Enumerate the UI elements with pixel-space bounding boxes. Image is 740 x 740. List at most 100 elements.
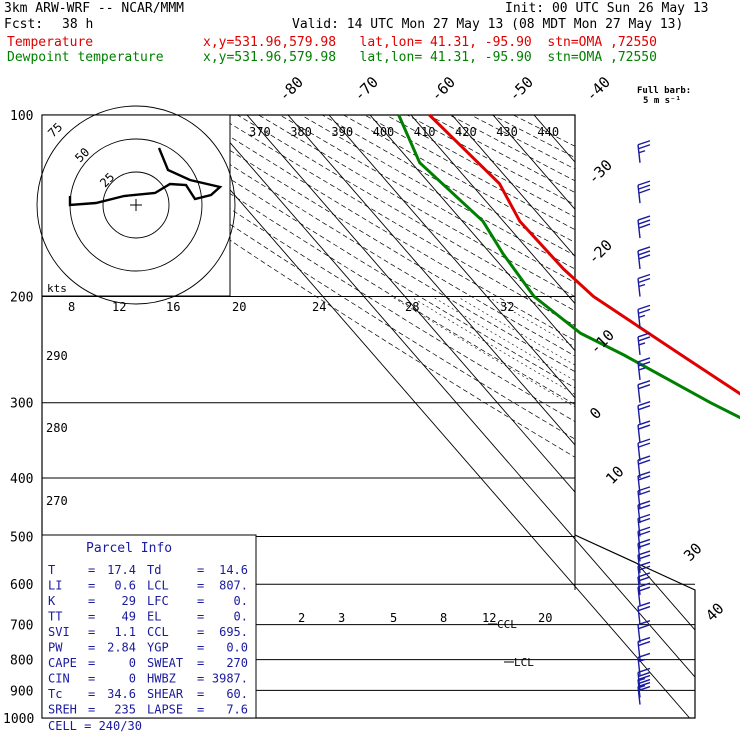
wind-barb bbox=[637, 405, 641, 424]
wind-barb bbox=[637, 384, 641, 403]
wind-barb-flag bbox=[638, 442, 651, 448]
parcel-equals: = bbox=[88, 672, 95, 686]
theta-label: 280 bbox=[46, 421, 68, 435]
mixing-ratio-label: 24 bbox=[312, 300, 326, 314]
theta-label: 400 bbox=[373, 125, 395, 139]
wind-barb bbox=[637, 576, 641, 595]
wind-barb-flag bbox=[638, 685, 651, 692]
parcel-label-sweat: SWEAT bbox=[147, 656, 183, 670]
location-info-dewpoint: x,y=531.96,579.98 lat,lon= 41.31, -95.90… bbox=[203, 50, 657, 65]
temperature-tick-label: -50 bbox=[505, 73, 537, 105]
wind-barb-flag bbox=[638, 367, 646, 371]
wind-barb-flag bbox=[638, 517, 651, 524]
temperature-tick-label: -80 bbox=[275, 73, 307, 105]
pressure-tick-label: 400 bbox=[10, 472, 33, 487]
model-title: 3km ARW-WRF -- NCAR/MMM bbox=[4, 1, 185, 16]
parcel-equals: = bbox=[88, 594, 95, 608]
theta-label: 390 bbox=[331, 125, 353, 139]
hodograph-speed-label: kts bbox=[47, 282, 67, 295]
wind-barbs bbox=[637, 140, 651, 705]
parcel-label-tc: Tc bbox=[48, 687, 62, 701]
wind-barb bbox=[637, 504, 641, 524]
parcel-label-tt: TT bbox=[48, 610, 62, 624]
temperature-tick-label: -60 bbox=[427, 73, 459, 105]
theta-label: 380 bbox=[290, 125, 312, 139]
parcel-label-lapse: LAPSE bbox=[147, 703, 183, 717]
forecast-hour: 38 h bbox=[62, 17, 94, 32]
parcel-equals: = bbox=[88, 641, 95, 655]
parcel-equals: = bbox=[197, 656, 204, 670]
parcel-equals: = bbox=[197, 563, 204, 577]
parcel-label-sreh: SREH bbox=[48, 703, 77, 717]
parcel-label-li: LI bbox=[48, 579, 62, 593]
isotherm-line bbox=[164, 115, 690, 718]
hodograph-ring bbox=[102, 171, 170, 239]
wind-barb-flag bbox=[637, 572, 651, 578]
pressure-tick-label: 300 bbox=[10, 397, 33, 412]
parcel-equals: = bbox=[88, 703, 95, 717]
wind-barb-flag bbox=[637, 619, 651, 626]
wind-barb-flag bbox=[637, 215, 651, 221]
parcel-equals: = bbox=[88, 579, 95, 593]
dry-adiabat-line bbox=[407, 115, 695, 718]
theta-label: 420 bbox=[455, 125, 477, 139]
wind-barb bbox=[637, 587, 641, 606]
dry-adiabat-line bbox=[152, 115, 695, 718]
mixing-ratio-label: 20 bbox=[232, 300, 246, 314]
wind-barb-flag bbox=[638, 424, 651, 430]
wind-barb-flag bbox=[637, 486, 651, 492]
wind-barb bbox=[637, 250, 641, 270]
wind-barb-flag bbox=[637, 667, 651, 674]
wind-barb-flag bbox=[637, 636, 651, 643]
wind-barb-flag bbox=[638, 219, 651, 225]
wind-barb-flag bbox=[638, 184, 651, 190]
parcel-equals: = bbox=[197, 579, 204, 593]
wind-barb-flag bbox=[637, 246, 651, 252]
wind-barb bbox=[637, 531, 641, 550]
temperature-tick-label: -40 bbox=[582, 73, 614, 105]
theta-label: 440 bbox=[537, 125, 559, 139]
wind-barb-flag bbox=[638, 677, 646, 682]
mixing-ratio-label: 28 bbox=[405, 300, 419, 314]
wind-barb-flag bbox=[638, 530, 651, 536]
parcel-value-td: 14.6 bbox=[219, 563, 248, 577]
wind-barb-flag bbox=[637, 561, 651, 567]
wind-barb-flag bbox=[637, 550, 651, 556]
wind-barb-flag bbox=[637, 180, 651, 186]
mixing-ratio-label: 8 bbox=[440, 611, 447, 625]
isotherm-line bbox=[656, 115, 695, 718]
wind-barb-flag bbox=[637, 526, 651, 532]
wind-barb-flag bbox=[637, 420, 651, 426]
wind-barb-flag bbox=[637, 401, 651, 407]
pressure-tick-label: 500 bbox=[10, 530, 33, 545]
parcel-value-cape: 0 bbox=[129, 656, 136, 670]
temperature-tick-label: -10 bbox=[586, 326, 618, 358]
wind-barb-flag bbox=[638, 150, 646, 154]
wind-barb-flag bbox=[638, 336, 651, 342]
parcel-value-el: 0. bbox=[234, 610, 248, 624]
init-time: Init: 00 UTC Sun 26 May 13 bbox=[505, 1, 709, 16]
parcel-label-lcl: LCL bbox=[147, 579, 169, 593]
parcel-label-k: K bbox=[48, 594, 56, 608]
parcel-equals: = bbox=[197, 672, 204, 686]
pressure-tick-label: 1000 bbox=[3, 712, 34, 727]
temperature-tick-label: -70 bbox=[350, 73, 382, 105]
location-info-temperature: x,y=531.96,579.98 lat,lon= 41.31, -95.90… bbox=[203, 35, 657, 50]
wind-barb-flag bbox=[637, 380, 651, 386]
theta-label: 270 bbox=[46, 494, 68, 508]
wind-barb-flag bbox=[638, 542, 651, 549]
parcel-value-cin: 0 bbox=[129, 672, 136, 686]
wind-barb-flag bbox=[638, 490, 651, 496]
wind-barb-flag bbox=[638, 277, 651, 284]
wind-barb bbox=[637, 518, 641, 537]
wind-barb-flag bbox=[637, 304, 651, 311]
parcel-equals: = bbox=[88, 687, 95, 701]
wind-barb-flag bbox=[638, 223, 651, 229]
barb-note-title: Full barb: bbox=[637, 86, 691, 96]
wind-barb-flag bbox=[638, 684, 646, 689]
parcel-equals: = bbox=[197, 687, 204, 701]
wind-barb-flag bbox=[637, 471, 651, 477]
parcel-value-lcl: 807. bbox=[219, 579, 248, 593]
parcel-label-pw: PW bbox=[48, 641, 63, 655]
